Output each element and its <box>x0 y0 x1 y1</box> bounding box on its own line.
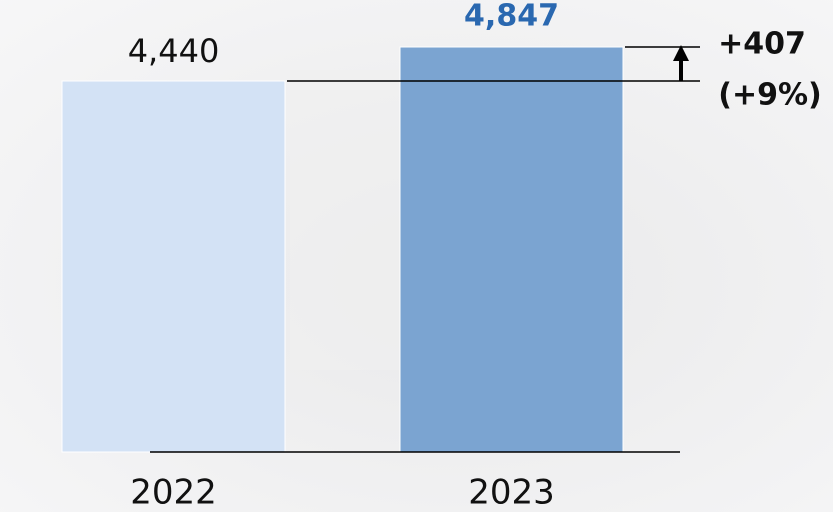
x-tick-label: 2022 <box>130 473 217 512</box>
value-label: 4,847 <box>464 0 559 34</box>
chart: +407 (+9%) 4,440 2022 4,847 2023 <box>0 0 833 512</box>
bar <box>400 47 623 452</box>
change-percent-label: (+9%) <box>718 78 822 113</box>
value-label: 4,440 <box>128 32 220 70</box>
change-label: +407 <box>718 27 806 62</box>
x-tick-label: 2023 <box>468 473 555 512</box>
bar <box>62 81 285 452</box>
